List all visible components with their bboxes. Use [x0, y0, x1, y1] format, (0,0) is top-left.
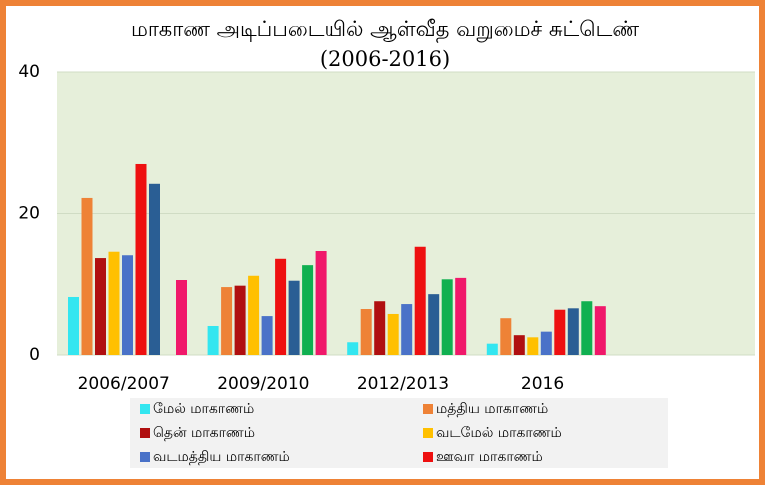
- bar: [149, 183, 160, 355]
- y-tick-label: 0: [29, 345, 40, 365]
- bar: [360, 309, 372, 355]
- bar: [486, 343, 498, 355]
- bar: [387, 313, 399, 355]
- bar: [567, 308, 579, 355]
- bar: [122, 255, 133, 355]
- bar: [207, 325, 219, 355]
- bar: [221, 287, 233, 355]
- bar: [95, 258, 106, 355]
- legend-swatch: [423, 404, 433, 414]
- bar: [347, 342, 359, 355]
- bar: [527, 337, 539, 355]
- legend-swatch: [140, 452, 150, 462]
- bar: [68, 296, 79, 355]
- legend-label: வடமத்திய மாகாணம்: [153, 449, 290, 465]
- legend-label: மேல் மாகாணம்: [153, 401, 254, 417]
- legend-label: வடமேல் மாகாணம்: [436, 425, 562, 441]
- bar: [428, 294, 440, 355]
- x-tick-label: 2012/2013: [357, 374, 449, 394]
- bar: [275, 258, 287, 355]
- x-tick-label: 2016: [521, 374, 564, 394]
- chart-title: மாகாண அடிப்படையில் ஆள்வீத வறுமைச் சுட்டெ…: [130, 17, 640, 71]
- bar: [455, 277, 467, 355]
- bar: [554, 309, 566, 355]
- bar: [594, 306, 606, 355]
- bar: [401, 304, 413, 355]
- legend-swatch: [423, 452, 433, 462]
- bar: [248, 275, 260, 355]
- bar: [288, 280, 300, 355]
- y-tick-label: 40: [18, 62, 40, 82]
- bar: [581, 301, 593, 355]
- bar: [315, 250, 327, 355]
- bar: [540, 331, 552, 355]
- y-tick-label: 20: [18, 204, 40, 224]
- legend-label: தென் மாகாணம்: [153, 425, 255, 441]
- bar: [441, 279, 453, 355]
- legend-label: மத்திய மாகாணம்: [436, 401, 548, 417]
- bar: [234, 285, 246, 355]
- legend-swatch: [140, 404, 150, 414]
- x-tick-label: 2006/2007: [78, 374, 170, 394]
- x-tick-label: 2009/2010: [217, 374, 309, 394]
- bar: [500, 318, 512, 355]
- bar: [81, 197, 93, 355]
- bar: [414, 246, 426, 355]
- legend-swatch: [423, 428, 433, 438]
- bar: [261, 316, 273, 355]
- bar: [302, 265, 314, 355]
- bar: [108, 251, 120, 355]
- bar: [176, 280, 187, 355]
- bar: [135, 163, 147, 355]
- bar: [374, 301, 386, 355]
- legend-label: ஊவா மாகாணம்: [436, 449, 543, 465]
- legend-box: [130, 398, 668, 468]
- bar: [513, 335, 525, 355]
- legend-swatch: [140, 428, 150, 438]
